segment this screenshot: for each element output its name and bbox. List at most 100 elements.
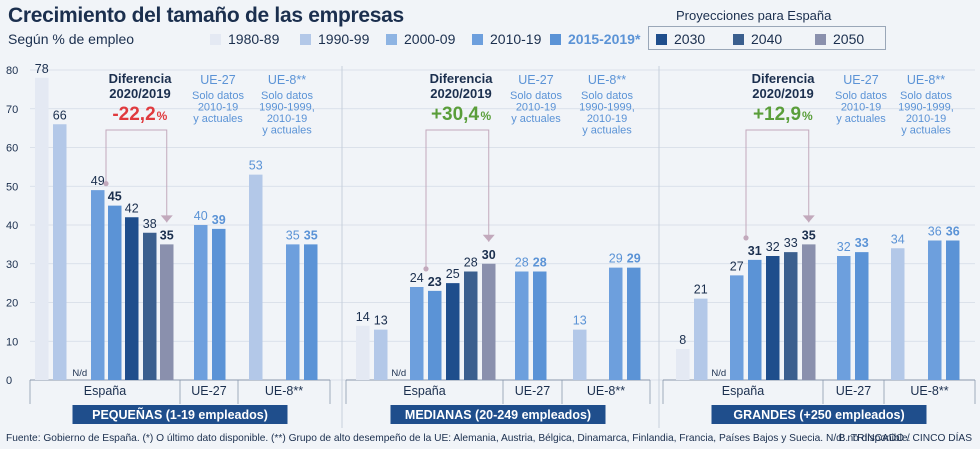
y-tick-label: 50 — [6, 181, 18, 193]
group-label: España — [722, 384, 764, 398]
diff-unit: % — [802, 109, 813, 123]
bar — [627, 267, 641, 380]
y-tick-label: 60 — [6, 143, 18, 155]
eu8-note-line: y actuales — [582, 125, 632, 137]
legend-label: 2000-09 — [404, 31, 456, 47]
data-label: 24 — [410, 271, 424, 285]
panel-title-bg — [711, 405, 927, 424]
group-label: UE-8** — [265, 384, 303, 398]
data-label: 53 — [249, 159, 263, 173]
connector-arrowhead — [802, 215, 815, 223]
eu8-header: UE-8** — [588, 73, 626, 87]
bar — [766, 256, 780, 380]
bar — [515, 271, 529, 380]
bar — [837, 256, 851, 380]
data-label: 35 — [802, 228, 816, 242]
data-label: 28 — [515, 256, 529, 270]
y-tick-label: 30 — [6, 259, 18, 271]
eu8-header: UE-8** — [907, 73, 945, 87]
legend-item-2050: 2050 — [815, 30, 864, 48]
legend-swatch — [300, 33, 311, 45]
eu8-note-line: 2010-19 — [587, 113, 627, 125]
eu27-note-line: y actuales — [193, 113, 243, 125]
y-tick-label: 40 — [6, 220, 18, 232]
group-label: España — [84, 384, 126, 398]
eu27-note-line: y actuales — [836, 113, 886, 125]
data-label: 39 — [212, 213, 226, 227]
bar — [53, 124, 67, 380]
legend-label: 2040 — [751, 31, 783, 47]
bar — [286, 244, 300, 380]
eu8-header: UE-8** — [268, 73, 306, 87]
eu8-note-line: 1990-1999, — [259, 102, 315, 114]
legend-swatch — [386, 33, 397, 45]
data-label: 27 — [730, 259, 744, 273]
panel-title-bg — [390, 405, 606, 424]
group-label: UE-27 — [191, 384, 226, 398]
group-label: España — [403, 384, 445, 398]
data-label: 38 — [143, 217, 157, 231]
bar — [464, 271, 478, 380]
data-label: 29 — [609, 252, 623, 266]
legend-swatch — [733, 33, 744, 45]
bar — [374, 329, 388, 380]
bar — [533, 271, 547, 380]
connector-arrowhead — [482, 234, 495, 242]
bar — [428, 290, 442, 380]
bar — [143, 232, 157, 380]
bar — [748, 259, 762, 380]
eu8-note-line: 2010-19 — [906, 113, 946, 125]
legend-swatch — [550, 33, 561, 45]
bar — [946, 240, 960, 380]
data-label: 42 — [125, 201, 139, 215]
legend-item-2040: 2040 — [733, 30, 782, 48]
data-label: 36 — [928, 225, 942, 239]
connector-arrowhead — [160, 215, 173, 223]
legend-label: 1990-99 — [318, 31, 370, 47]
diff-label-line1: Diferencia — [109, 71, 173, 86]
data-label: 45 — [108, 190, 122, 204]
bar — [855, 252, 869, 380]
legend-item-2000-09: 2000-09 — [386, 30, 455, 48]
diff-label-line2: 2020/2019 — [109, 86, 170, 101]
eu8-note-line: 2010-19 — [267, 113, 307, 125]
data-label: 23 — [428, 275, 442, 289]
bar — [446, 283, 460, 380]
bar — [482, 263, 496, 380]
legend-item-2010-19: 2010-19 — [472, 30, 541, 48]
legend-label: 2010-19 — [490, 31, 542, 47]
bar — [730, 275, 744, 380]
diff-value: +12,9 — [753, 104, 801, 125]
y-tick-label: 80 — [6, 65, 18, 77]
eu8-note-line: y actuales — [262, 125, 312, 137]
group-label: UE-27 — [515, 384, 550, 398]
na-label: N/d — [711, 368, 726, 379]
data-label: 21 — [694, 283, 708, 297]
panel-title-bg — [72, 405, 288, 424]
data-label: 28 — [464, 256, 478, 270]
na-label: N/d — [72, 368, 87, 379]
bar — [609, 267, 623, 380]
eu27-note-line: Solo datos — [835, 90, 887, 102]
legend-item-2015-2019: 2015-2019* — [550, 30, 640, 48]
connector-line — [105, 129, 168, 223]
eu8-note-line: Solo datos — [900, 90, 952, 102]
bar — [160, 244, 174, 380]
panel-title: GRANDES (+250 empleados) — [733, 408, 904, 422]
chart-subtitle: Según % de empleo — [8, 31, 135, 47]
data-label: 78 — [35, 62, 49, 76]
data-label: 32 — [837, 240, 851, 254]
data-label: 40 — [194, 209, 208, 223]
footer-source: Fuente: Gobierno de España. (*) O último… — [6, 433, 911, 444]
group-label: UE-27 — [836, 384, 871, 398]
data-label: 32 — [766, 240, 780, 254]
legend-item-2030: 2030 — [656, 30, 705, 48]
legend-label: 1980-89 — [228, 31, 280, 47]
bar — [676, 349, 690, 380]
eu8-note-line: 1990-1999, — [579, 102, 635, 114]
data-label: 49 — [91, 174, 105, 188]
diff-label-line1: Diferencia — [430, 71, 494, 86]
diff-label-line2: 2020/2019 — [752, 86, 813, 101]
y-tick-label: 0 — [6, 375, 12, 387]
